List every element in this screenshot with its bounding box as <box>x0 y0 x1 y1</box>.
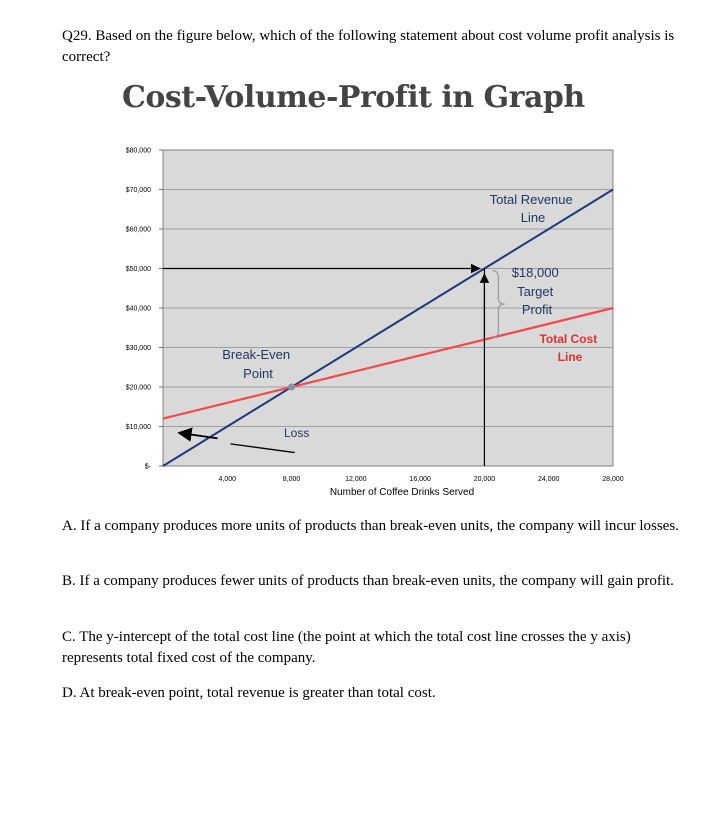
x-axis-ticks: 4,000 8,000 12,000 16,000 20,000 24,000 28,000 <box>219 476 624 483</box>
annotations <box>163 263 505 466</box>
loss-label: Loss <box>284 426 309 440</box>
break-even-label: Break-Even Point <box>222 347 294 381</box>
x-tick-label: 20,000 <box>474 476 496 483</box>
y-axis-ticks: $- $10,000 $20,000 $30,000 $40,000 $50,000 $60… <box>126 148 163 471</box>
loss-arrow <box>177 427 218 442</box>
cvp-chart: $- $10,000 $20,000 $30,000 $40,000 $50,000 $60… <box>126 148 624 499</box>
option-a: A. If a company produces more units of p… <box>62 518 679 534</box>
y-tick-label: $20,000 <box>126 385 151 392</box>
loss-pointer <box>230 443 295 454</box>
y-tick-label: $40,000 <box>126 306 151 313</box>
profit-label-line1: $18,000 <box>512 265 559 280</box>
cost-line-label: Total Cost Line <box>539 332 600 364</box>
y-tick-label: $10,000 <box>126 424 151 431</box>
revenue-line-label: Total Revenue Line <box>490 192 577 225</box>
x-tick-label: 28,000 <box>602 476 624 483</box>
y-tick-label: $70,000 <box>126 187 151 194</box>
y-tick-label: $50,000 <box>126 266 151 273</box>
series-lines <box>162 188 614 467</box>
option-d: D. At break-even point, total revenue is… <box>62 685 436 701</box>
cost-label-line1: Total Cost <box>539 332 597 346</box>
profit-label-line3: Profit <box>522 302 553 317</box>
y-tick-label: $80,000 <box>126 148 151 155</box>
revenue-label-line1: Total Revenue <box>490 192 573 207</box>
x-tick-label: 4,000 <box>219 476 237 483</box>
revenue-line <box>162 188 614 467</box>
y-tick-label: $30,000 <box>126 345 151 352</box>
x-tick-label: 12,000 <box>345 476 367 483</box>
x-tick-label: 16,000 <box>409 476 431 483</box>
cost-line <box>162 306 614 420</box>
revenue-label-line2: Line <box>521 210 546 225</box>
break-even-marker <box>288 383 296 391</box>
y-tick-label: $60,000 <box>126 227 151 234</box>
graph-title: Cost-Volume-Profit in Graph <box>122 80 585 115</box>
profit-label: $18,000 Target Profit <box>512 265 563 317</box>
profit-label-line2: Target <box>517 284 554 299</box>
x-axis-label: Number of Coffee Drinks Served <box>330 487 474 498</box>
cost-label-line2: Line <box>558 350 583 364</box>
option-b: B. If a company produces fewer units of … <box>62 573 674 589</box>
x-tick-label: 8,000 <box>283 476 301 483</box>
break-even-label-line1: Break-Even <box>222 347 290 362</box>
x-tick-label: 24,000 <box>538 476 560 483</box>
question-text: Q29. Based on the figure below, which of… <box>62 28 675 65</box>
option-c: C. The y-intercept of the total cost lin… <box>62 629 631 666</box>
break-even-label-line2: Point <box>243 366 273 381</box>
y-tick-label: $- <box>145 464 152 471</box>
